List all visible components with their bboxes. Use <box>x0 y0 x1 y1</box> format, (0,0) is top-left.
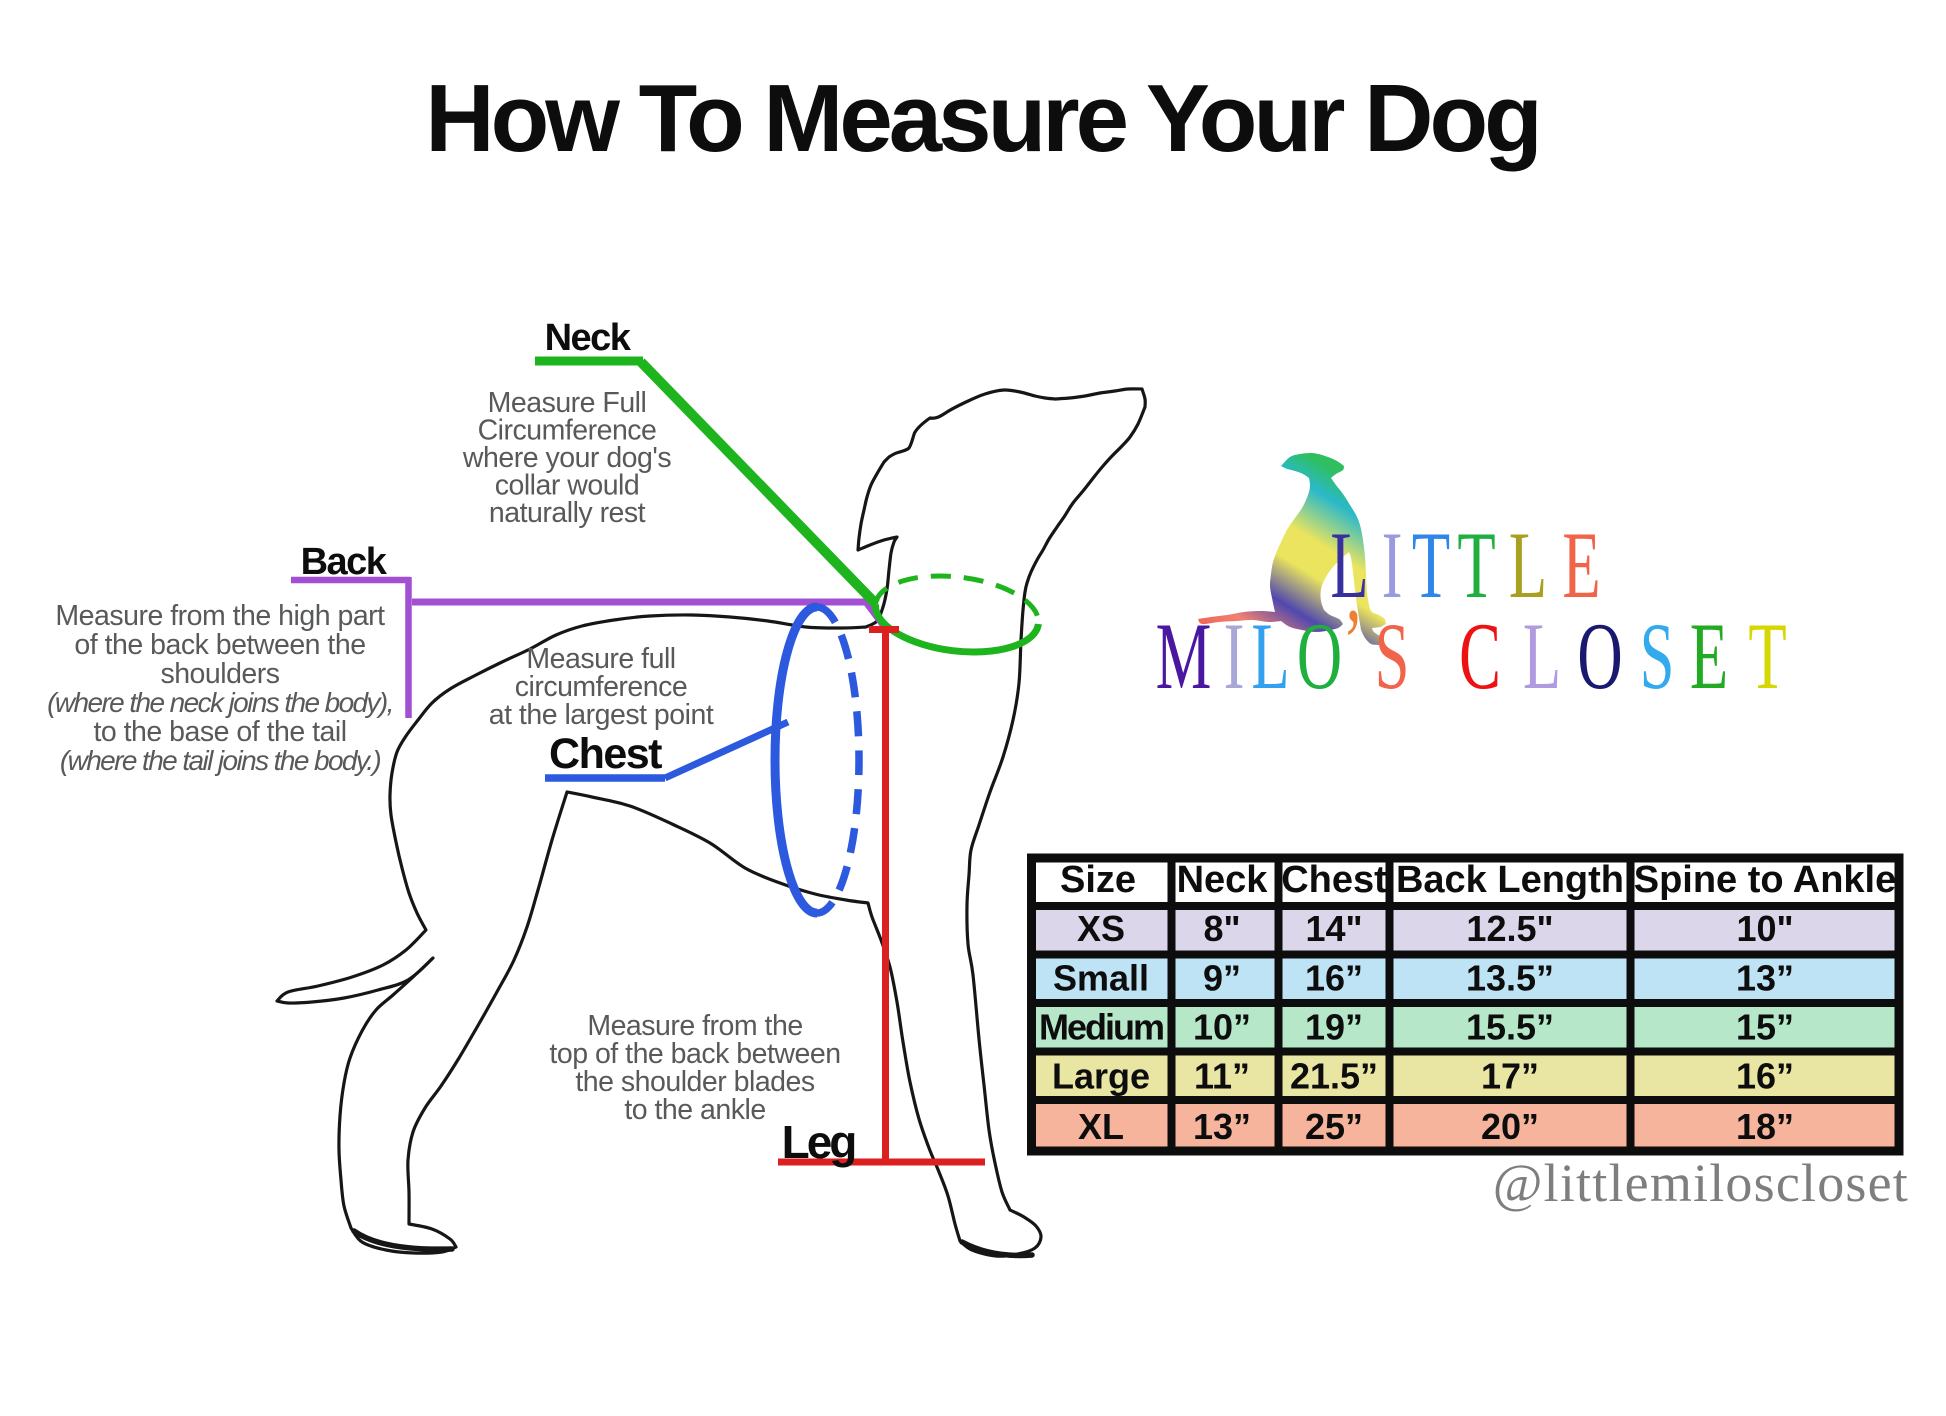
svg-text:where your dog's: where your dog's <box>462 442 671 474</box>
svg-text:Measure Full: Measure Full <box>488 387 647 419</box>
svg-text:12.5": 12.5" <box>1466 908 1553 949</box>
svg-text:to the base of the tail: to the base of the tail <box>93 716 346 748</box>
svg-text:Chest: Chest <box>549 730 662 778</box>
svg-text:Back: Back <box>301 541 388 583</box>
svg-text:8": 8" <box>1203 908 1240 949</box>
svg-text:10": 10" <box>1736 908 1793 949</box>
svg-text:Small: Small <box>1053 958 1149 999</box>
svg-text:Measure full: Measure full <box>526 643 675 675</box>
svg-text:16”: 16” <box>1736 1056 1794 1097</box>
svg-text:T: T <box>1412 513 1450 618</box>
svg-text:L: L <box>1523 604 1561 709</box>
svg-text:17”: 17” <box>1481 1056 1539 1097</box>
svg-text:T: T <box>1457 513 1495 618</box>
svg-text:naturally rest: naturally rest <box>489 497 646 529</box>
svg-text:Back Length: Back Length <box>1396 859 1624 901</box>
svg-text:O: O <box>1577 604 1622 709</box>
svg-text:L: L <box>1509 513 1547 618</box>
svg-text:Circumference: Circumference <box>478 415 657 447</box>
svg-text:T: T <box>1748 604 1786 709</box>
svg-text:Medium: Medium <box>1039 1007 1163 1048</box>
svg-text:11”: 11” <box>1194 1056 1250 1097</box>
svg-text:E: E <box>1690 604 1728 709</box>
svg-text:of the back between the: of the back between the <box>74 629 365 661</box>
svg-text:Chest: Chest <box>1281 859 1387 901</box>
svg-text:(where the tail joins the body: (where the tail joins the body.) <box>60 745 381 776</box>
svg-text:15.5”: 15.5” <box>1466 1007 1554 1048</box>
svg-text:E: E <box>1562 513 1600 618</box>
svg-text:to the ankle: to the ankle <box>624 1094 765 1126</box>
svg-text:I: I <box>1382 513 1403 618</box>
svg-text:Neck: Neck <box>1177 859 1269 901</box>
svg-text:9”: 9” <box>1203 958 1241 999</box>
svg-text:I: I <box>1224 604 1245 709</box>
svg-text:L: L <box>1251 604 1289 709</box>
svg-text:collar would: collar would <box>495 470 640 502</box>
svg-text:13”: 13” <box>1736 958 1794 999</box>
svg-text:19”: 19” <box>1305 1007 1363 1048</box>
svg-text:at the largest point: at the largest point <box>489 699 714 731</box>
svg-text:XL: XL <box>1078 1106 1124 1147</box>
svg-text:’: ’ <box>1343 590 1364 695</box>
svg-text:the shoulder blades: the shoulder blades <box>575 1066 815 1098</box>
svg-text:Large: Large <box>1052 1056 1150 1097</box>
svg-text:O: O <box>1297 604 1342 709</box>
svg-text:Leg: Leg <box>782 1116 856 1168</box>
svg-text:L: L <box>1330 513 1368 618</box>
svg-text:20”: 20” <box>1481 1106 1539 1147</box>
svg-text:circumference: circumference <box>515 671 687 703</box>
svg-text:Spine to Ankle: Spine to Ankle <box>1634 859 1897 901</box>
svg-text:21.5”: 21.5” <box>1290 1056 1378 1097</box>
svg-text:16”: 16” <box>1305 958 1363 999</box>
svg-text:C: C <box>1459 604 1501 709</box>
svg-text:15”: 15” <box>1736 1007 1794 1048</box>
svg-text:25”: 25” <box>1305 1106 1363 1147</box>
svg-text:18”: 18” <box>1736 1106 1794 1147</box>
svg-text:Measure from the: Measure from the <box>587 1010 802 1042</box>
svg-text:13.5”: 13.5” <box>1466 958 1554 999</box>
svg-text:S: S <box>1640 604 1675 709</box>
svg-text:Measure from the high part: Measure from the high part <box>55 600 385 632</box>
svg-text:top of the back between: top of the back between <box>549 1038 840 1070</box>
svg-text:14": 14" <box>1305 908 1362 949</box>
svg-text:10”: 10” <box>1193 1007 1251 1048</box>
svg-text:(where the neck joins the body: (where the neck joins the body), <box>47 687 393 718</box>
svg-text:@littlemiloscloset: @littlemiloscloset <box>1493 1153 1909 1213</box>
svg-text:13”: 13” <box>1193 1106 1251 1147</box>
svg-text:shoulders: shoulders <box>160 658 279 690</box>
svg-text:How To Measure Your Dog: How To Measure Your Dog <box>425 65 1538 172</box>
svg-text:Size: Size <box>1060 859 1136 901</box>
svg-text:S: S <box>1375 604 1410 709</box>
svg-text:M: M <box>1156 604 1212 709</box>
svg-text:XS: XS <box>1077 908 1125 949</box>
svg-text:Neck: Neck <box>545 317 632 359</box>
